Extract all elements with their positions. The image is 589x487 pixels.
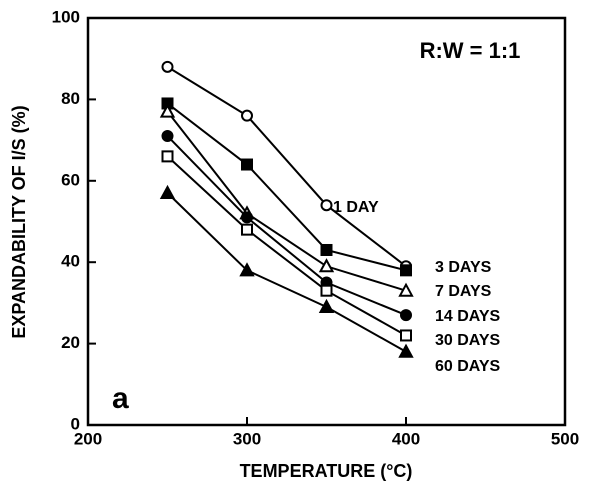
point	[320, 284, 333, 297]
point	[239, 262, 255, 277]
y-tick-label: 80	[61, 89, 80, 108]
point	[241, 211, 253, 224]
point	[241, 223, 253, 236]
series-line	[166, 102, 407, 272]
point	[320, 199, 333, 212]
point	[318, 298, 335, 313]
x-tick-label: 300	[233, 429, 261, 448]
x-tick-label: 400	[392, 429, 420, 448]
point	[400, 264, 412, 277]
point	[400, 309, 412, 322]
point	[318, 258, 335, 273]
series-line	[166, 192, 407, 353]
series-label: 60 DAYS	[435, 358, 501, 375]
series-label: 3 DAYS	[435, 259, 492, 276]
y-tick-label: 0	[71, 414, 80, 433]
point	[159, 184, 176, 200]
point	[241, 158, 253, 171]
x-axis-label: TEMPERATURE (°C)	[240, 461, 413, 481]
point	[400, 329, 412, 342]
y-tick-label: 20	[61, 333, 80, 352]
x-tick-label: 200	[74, 429, 102, 448]
panel-label: a	[112, 382, 129, 415]
annotation: R:W = 1:1	[420, 38, 521, 63]
series-label: 7 DAYS	[435, 283, 492, 300]
point	[320, 243, 333, 256]
series-label: 30 DAYS	[435, 332, 501, 349]
point	[161, 150, 174, 163]
series-line	[166, 155, 407, 337]
x-tick-label: 500	[551, 429, 579, 448]
point	[161, 130, 174, 143]
series-label: 1 DAY	[333, 199, 379, 216]
y-axis-label: EXPANDABILITY OF I/S (%)	[9, 105, 29, 338]
series-line	[166, 135, 407, 317]
point	[398, 343, 414, 358]
series-label: 14 DAYS	[435, 308, 501, 325]
point	[159, 103, 176, 118]
plot-frame	[86, 16, 567, 427]
point	[241, 109, 253, 122]
series-line	[166, 110, 407, 292]
y-tick-label: 60	[61, 170, 80, 189]
point	[161, 60, 174, 73]
y-tick-label: 100	[52, 7, 80, 26]
point	[398, 282, 414, 297]
series-line	[166, 65, 407, 268]
y-tick-label: 40	[61, 252, 80, 271]
